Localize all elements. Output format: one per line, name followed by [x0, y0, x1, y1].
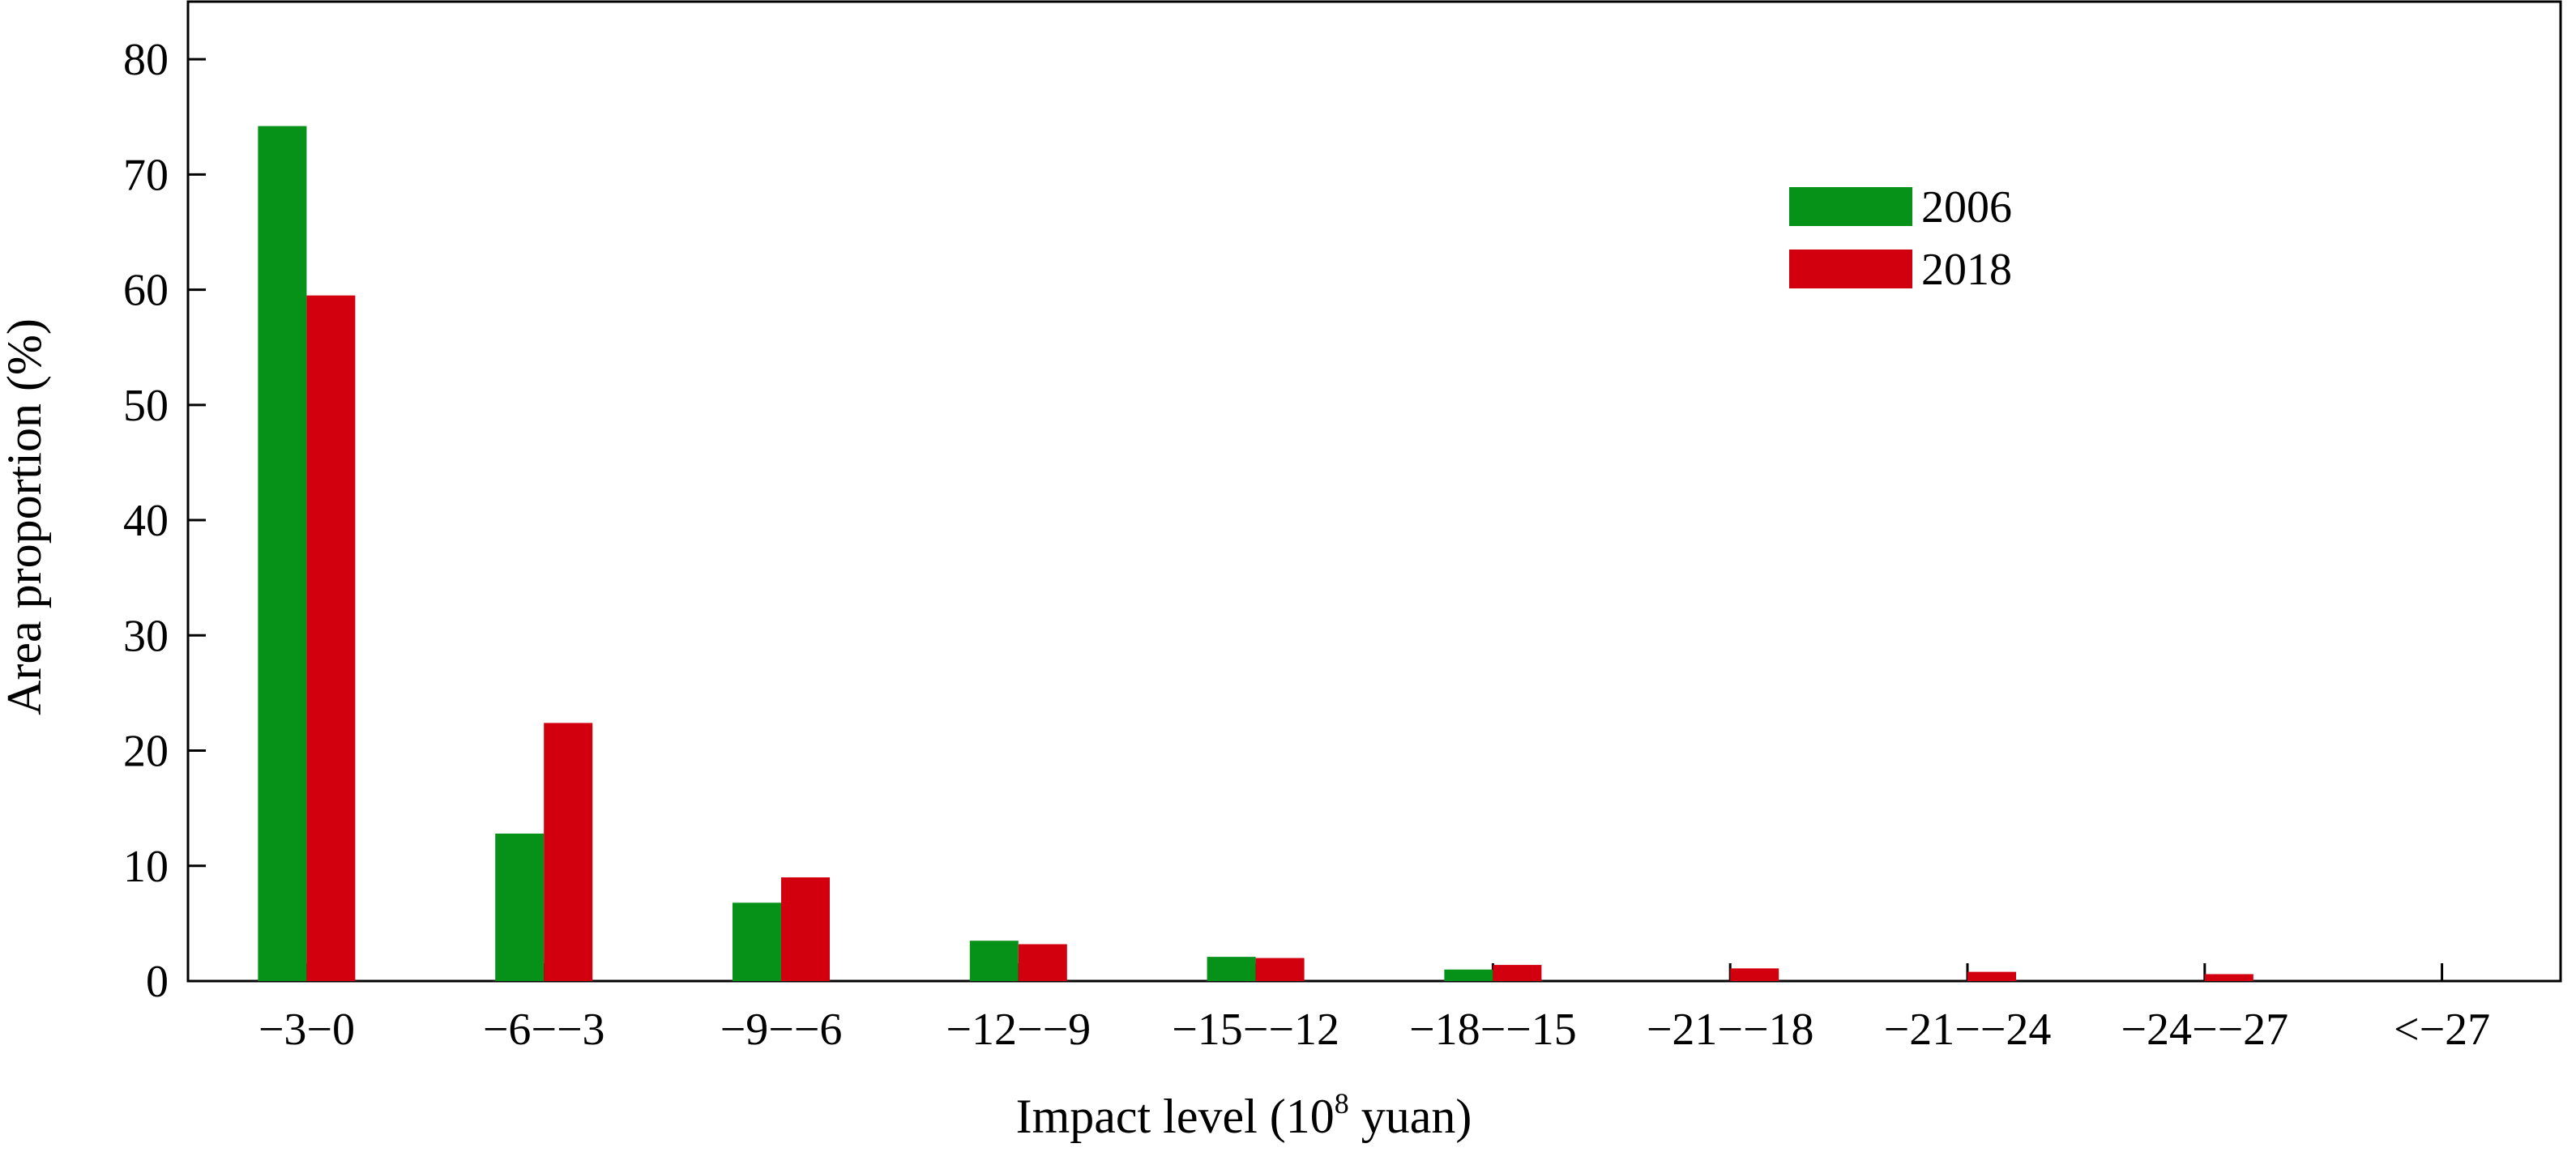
- plot-area-border: [186, 0, 2562, 983]
- bar-2018-2: [781, 877, 830, 981]
- y-tick-label: 50: [123, 381, 169, 431]
- legend-label-2018: 2018: [1921, 245, 2012, 295]
- x-tick-label: −3−0: [258, 1005, 355, 1055]
- y-tick-label: 80: [123, 35, 169, 85]
- x-tick-label: −21−−18: [1647, 1005, 1814, 1055]
- x-axis-title-superscript: 8: [1335, 1087, 1349, 1120]
- bars: [258, 126, 2253, 981]
- legend-swatch-2006: [1789, 187, 1912, 226]
- x-tick-label: <−27: [2394, 1005, 2490, 1055]
- y-tick-label: 0: [146, 957, 169, 1007]
- y-tick-label: 30: [123, 611, 169, 661]
- x-tick-label: −9−−6: [720, 1005, 843, 1055]
- x-axis-title-main: Impact level (10: [1016, 1090, 1335, 1143]
- x-axis-ticks: −3−0 −6−−3 −9−−6 −12−−9 −15−−12 −18−−15 −21−−1…: [258, 963, 2490, 1055]
- bar-2018-8: [2204, 974, 2253, 981]
- legend-swatch-2018: [1789, 250, 1912, 288]
- bar-2018-3: [1018, 944, 1067, 981]
- x-tick-label: −24−−27: [2121, 1005, 2288, 1055]
- legend: 2006 2018: [1789, 182, 2012, 295]
- y-tick-label: 40: [123, 496, 169, 546]
- legend-label-2006: 2006: [1921, 182, 2012, 233]
- bar-2018-7: [1967, 971, 2016, 981]
- x-tick-label: −21−−24: [1884, 1005, 2052, 1055]
- x-axis-title-suffix: yuan): [1349, 1090, 1472, 1143]
- y-tick-label: 60: [123, 266, 169, 316]
- bar-2006-4: [1207, 957, 1256, 981]
- bar-2006-2: [733, 902, 781, 981]
- x-tick-label: −12−−9: [946, 1005, 1091, 1055]
- bar-2018-5: [1493, 965, 1542, 981]
- bar-2006-3: [969, 941, 1019, 981]
- y-tick-label: 70: [123, 150, 169, 200]
- bar-2018-6: [1730, 968, 1779, 981]
- bar-2006-1: [495, 833, 545, 981]
- x-axis-title: Impact level (108 yuan): [1016, 1087, 1472, 1143]
- bar-2018-1: [544, 723, 593, 981]
- x-tick-label: −18−−15: [1409, 1005, 1577, 1055]
- y-tick-label: 10: [123, 842, 169, 892]
- y-tick-label: 20: [123, 727, 169, 777]
- y-axis-title: Area proportion (%): [0, 318, 51, 715]
- x-tick-label: −6−−3: [483, 1005, 605, 1055]
- bar-2018-0: [306, 295, 356, 981]
- bar-2006-5: [1444, 969, 1493, 981]
- plot-frame: [186, 0, 2562, 983]
- x-tick-label: −15−−12: [1172, 1005, 1339, 1055]
- y-axis-ticks: 0 10 20 30 40 50 60 70 80: [123, 35, 206, 1007]
- bar-2006-0: [258, 126, 307, 981]
- bar-2018-4: [1255, 958, 1305, 981]
